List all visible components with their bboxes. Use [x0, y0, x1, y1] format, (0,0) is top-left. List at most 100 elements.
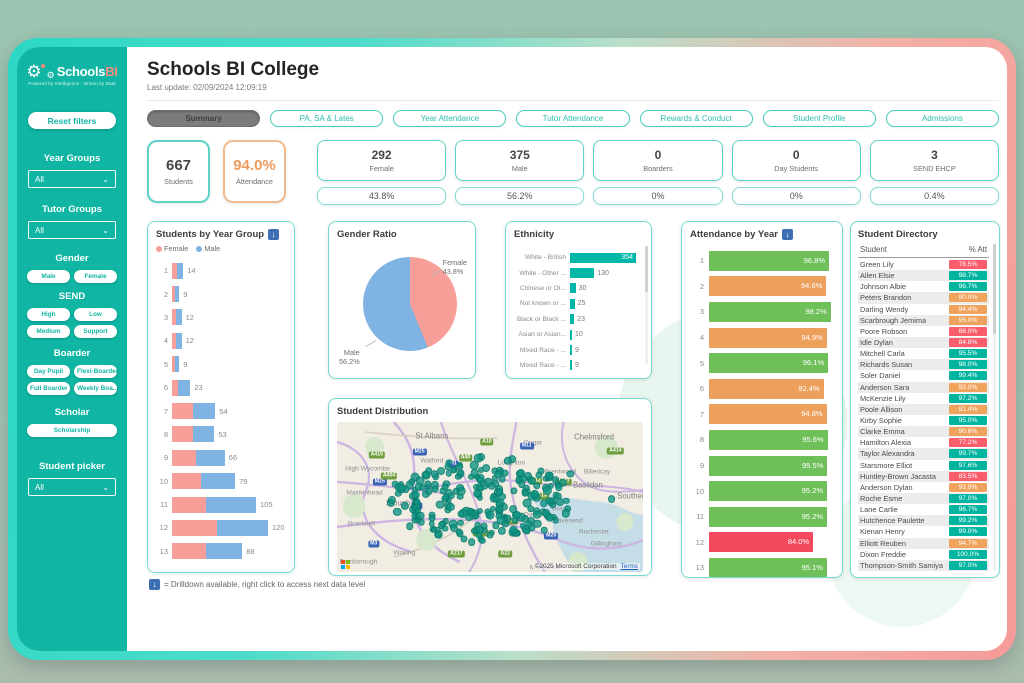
ethnicity-row[interactable]: White - Other ... 130 [514, 265, 643, 280]
kpi-card[interactable]: 3 SEND EHCP [869, 140, 1000, 181]
year-group-row[interactable]: 13 88 [156, 540, 286, 563]
year-groups-dropdown[interactable]: All ⌄ [28, 170, 116, 188]
attendance-row[interactable]: 11 95.2% [690, 504, 834, 530]
ethnicity-bar[interactable] [570, 329, 572, 340]
boarder-option-flexi-boarder[interactable]: Flexi-Boarder [74, 365, 117, 378]
kpi-students[interactable]: 667 Students [147, 140, 210, 203]
stacked-bar[interactable] [172, 543, 243, 560]
stacked-bar[interactable] [172, 519, 268, 536]
reset-filters-button[interactable]: Reset filters [28, 112, 116, 129]
tab-admissions[interactable]: Admissions [885, 110, 999, 127]
table-row[interactable]: Taylor Alexandra 99.7% [858, 448, 989, 460]
tab-pa-sa-lates[interactable]: PA, SA & Lates [270, 110, 384, 127]
table-row[interactable]: Mitchell Carla 95.5% [858, 348, 989, 359]
attendance-row[interactable]: 1 96.8% [690, 248, 834, 274]
ethnicity-bar[interactable] [570, 268, 595, 279]
attendance-bar[interactable]: 84.0% [709, 532, 814, 553]
ethnicity-row[interactable]: Chinese or Ot... 30 [514, 281, 643, 296]
map[interactable]: St AlbansOngarChelmsfordWatfordLoughtonH… [337, 422, 643, 572]
kpi-percent[interactable]: 56.2% [455, 187, 585, 205]
table-row[interactable]: Poole Allison 91.4% [858, 403, 989, 415]
stacked-bar[interactable] [172, 379, 191, 396]
scrollbar-thumb[interactable] [645, 246, 648, 292]
attendance-bar[interactable]: 95.6% [709, 429, 828, 450]
kpi-percent[interactable]: 43.8% [317, 187, 447, 205]
attendance-bar[interactable]: 95.5% [709, 455, 828, 476]
send-option-low[interactable]: Low [74, 308, 117, 321]
attendance-bar[interactable]: 94.9% [709, 327, 827, 348]
attendance-bar[interactable]: 96.8% [709, 250, 830, 271]
table-row[interactable]: Clarke Emma 90.6% [858, 426, 989, 438]
stacked-bar[interactable] [172, 286, 180, 303]
stacked-bar[interactable] [172, 332, 182, 349]
tab-tutor-attendance[interactable]: Tutor Attendance [516, 110, 630, 127]
attendance-row[interactable]: 6 92.4% [690, 376, 834, 402]
drilldown-icon[interactable]: ↓ [782, 229, 794, 240]
attendance-row[interactable]: 8 95.6% [690, 427, 834, 453]
attendance-bar[interactable]: 98.2% [709, 301, 831, 322]
stacked-bar[interactable] [172, 496, 256, 513]
table-row[interactable]: Elliott Reuben 94.7% [858, 537, 989, 549]
table-row[interactable]: Richards Susan 98.0% [858, 359, 989, 371]
ethnicity-bar[interactable] [570, 360, 572, 371]
table-row[interactable]: Poore Robson 88.0% [858, 326, 989, 337]
year-group-row[interactable]: 6 23 [156, 376, 286, 399]
table-row[interactable]: Green Lily 78.5% [858, 259, 989, 270]
attendance-row[interactable]: 13 95.1% [690, 555, 834, 577]
tab-rewards-conduct[interactable]: Rewards & Conduct [639, 110, 753, 127]
kpi-percent[interactable]: 0% [593, 187, 723, 205]
attendance-row[interactable]: 2 94.6% [690, 274, 834, 300]
ethnicity-row[interactable]: Asian or Asian... 10 [514, 327, 643, 342]
table-row[interactable]: Thompson-Smith Samiya 97.0% [858, 559, 989, 571]
ethnicity-bar[interactable] [570, 283, 576, 294]
stacked-bar[interactable] [172, 449, 225, 466]
ethnicity-bar[interactable] [570, 298, 575, 309]
directory-scrollbar[interactable] [993, 244, 996, 570]
gender-option-male[interactable]: Male [27, 270, 70, 283]
boarder-option-day-pupil[interactable]: Day Pupil [27, 365, 70, 378]
table-row[interactable]: Idle Dylan 84.8% [858, 336, 989, 349]
attendance-row[interactable]: 12 84.0% [690, 530, 834, 556]
attendance-bar[interactable]: 95.1% [709, 557, 827, 577]
tab-summary[interactable]: Summary [147, 110, 261, 127]
ethnicity-bar[interactable]: 354 [570, 252, 636, 263]
table-row[interactable]: Kirby Sophie 95.0% [858, 415, 989, 426]
scholar-option-scholarship[interactable]: Scholarship [27, 424, 117, 437]
tab-student-profile[interactable]: Student Profile [762, 110, 876, 127]
attendance-row[interactable]: 9 95.5% [690, 453, 834, 479]
attendance-bar[interactable]: 96.1% [709, 353, 829, 374]
year-group-row[interactable]: 10 79 [156, 470, 286, 493]
table-row[interactable]: Huntley-Brown Jacasta 83.5% [858, 470, 989, 482]
stacked-bar[interactable] [172, 262, 184, 279]
attendance-bar[interactable]: 94.6% [709, 276, 827, 297]
ethnicity-row[interactable]: Black or Black ... 23 [514, 312, 643, 327]
table-row[interactable]: Hutchence Paulette 99.2% [858, 515, 989, 527]
attendance-row[interactable]: 10 95.2% [690, 478, 834, 504]
ethnicity-row[interactable]: Not known or ... 25 [514, 296, 643, 311]
attendance-row[interactable]: 3 98.2% [690, 299, 834, 325]
attendance-bar[interactable]: 92.4% [709, 378, 824, 399]
stacked-bar[interactable] [172, 356, 180, 373]
table-row[interactable]: Darling Wendy 94.4% [858, 304, 989, 315]
ethnicity-row[interactable]: Mixed Race - ... 9 [514, 358, 643, 373]
ethnicity-bar[interactable] [570, 314, 575, 325]
kpi-percent[interactable]: 0% [731, 187, 861, 205]
table-row[interactable]: Roche Esme 97.0% [858, 492, 989, 505]
table-row[interactable]: Starsmore Elliot 97.6% [858, 460, 989, 471]
year-group-row[interactable]: 8 53 [156, 423, 286, 446]
table-row[interactable]: Peters Brandon 90.0% [858, 292, 989, 304]
table-row[interactable]: Anderson Sara 93.0% [858, 381, 989, 393]
kpi-percent[interactable]: 0.4% [869, 187, 1000, 205]
kpi-card[interactable]: 292 Female [317, 140, 447, 181]
send-option-medium[interactable]: Medium [27, 325, 70, 338]
year-group-row[interactable]: 9 66 [156, 446, 286, 469]
table-row[interactable]: McKenzie Lily 97.2% [858, 393, 989, 404]
boarder-option-weekly-boa-[interactable]: Weekly Boa... [74, 382, 117, 395]
ethnicity-bar[interactable] [570, 345, 572, 356]
kpi-card[interactable]: 0 Day Students [731, 140, 861, 181]
stacked-bar[interactable] [172, 426, 215, 443]
stacked-bar[interactable] [172, 309, 182, 326]
table-row[interactable]: Dixon Freddie 100.0% [858, 549, 989, 560]
